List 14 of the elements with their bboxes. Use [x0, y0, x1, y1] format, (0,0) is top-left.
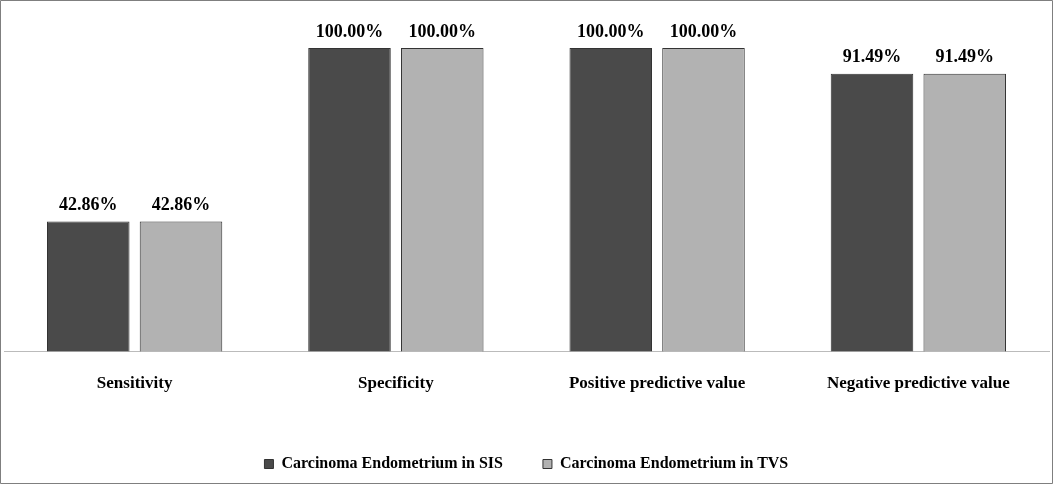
x-tick-label: Specificity	[358, 373, 435, 393]
data-label: 42.86%	[151, 194, 211, 215]
data-label: 100.00%	[408, 20, 476, 41]
x-tick-label: Negative predictive value	[826, 373, 1011, 393]
legend-label: Carcinoma Endometrium in SIS	[281, 454, 504, 472]
data-label: 100.00%	[669, 20, 738, 41]
data-label: 91.49%	[842, 46, 902, 67]
x-tick-label: Sensitivity	[96, 373, 173, 393]
data-label: 91.49%	[935, 46, 994, 67]
data-label: 100.00%	[315, 20, 384, 41]
legend-label: Carcinoma Endometrium in TVS	[559, 454, 789, 472]
data-label: 42.86%	[59, 194, 118, 215]
data-label: 100.00%	[577, 20, 645, 41]
x-tick-label: Positive predictive value	[568, 373, 746, 393]
